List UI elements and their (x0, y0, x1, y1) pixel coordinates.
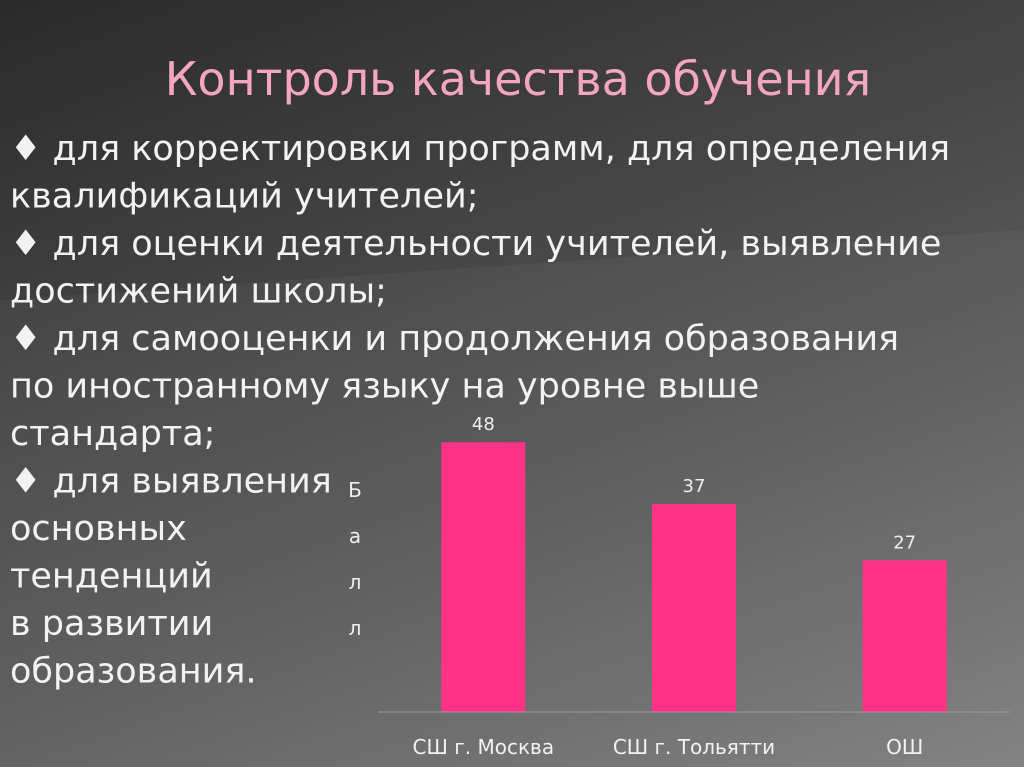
bullet-line: ♦ для корректировки программ, для опреде… (10, 129, 950, 169)
bar (441, 442, 526, 712)
slide-title: Контроль качества обучения (165, 52, 871, 106)
data-label: 37 (683, 476, 706, 497)
chart: Балл 48 СШ г. Москва 37 СШ г. Тольятти 27 ОШ (343, 414, 1010, 759)
bullet-line: тенденций (10, 557, 213, 597)
bullet-line: образования. (10, 652, 257, 692)
bar (652, 504, 736, 712)
bar (862, 560, 947, 712)
bullet-line: в развитии (10, 604, 213, 644)
data-label: 27 (893, 532, 916, 553)
bullet-line: ♦ для оценки деятельности учителей, выяв… (10, 224, 941, 264)
y-axis-label: Балл (343, 478, 367, 662)
x-tick-label: СШ г. Тольятти (613, 735, 775, 759)
bullet-line: ♦ для выявления (10, 462, 332, 502)
bullet-list: ♦ для корректировки программ, для опреде… (10, 129, 950, 692)
bullet-line: по иностранному языку на уровне выше (10, 367, 759, 407)
data-label: 48 (472, 414, 495, 435)
x-tick-label: СШ г. Москва (413, 735, 555, 759)
bullet-line: квалификаций учителей; (10, 177, 479, 217)
bullet-line: стандарта; (10, 414, 215, 454)
x-tick-label: ОШ (886, 735, 923, 759)
bullet-line: достижений школы; (10, 272, 387, 312)
bullet-line: основных (10, 509, 187, 549)
bullet-line: ♦ для самооценки и продолжения образован… (10, 319, 899, 359)
